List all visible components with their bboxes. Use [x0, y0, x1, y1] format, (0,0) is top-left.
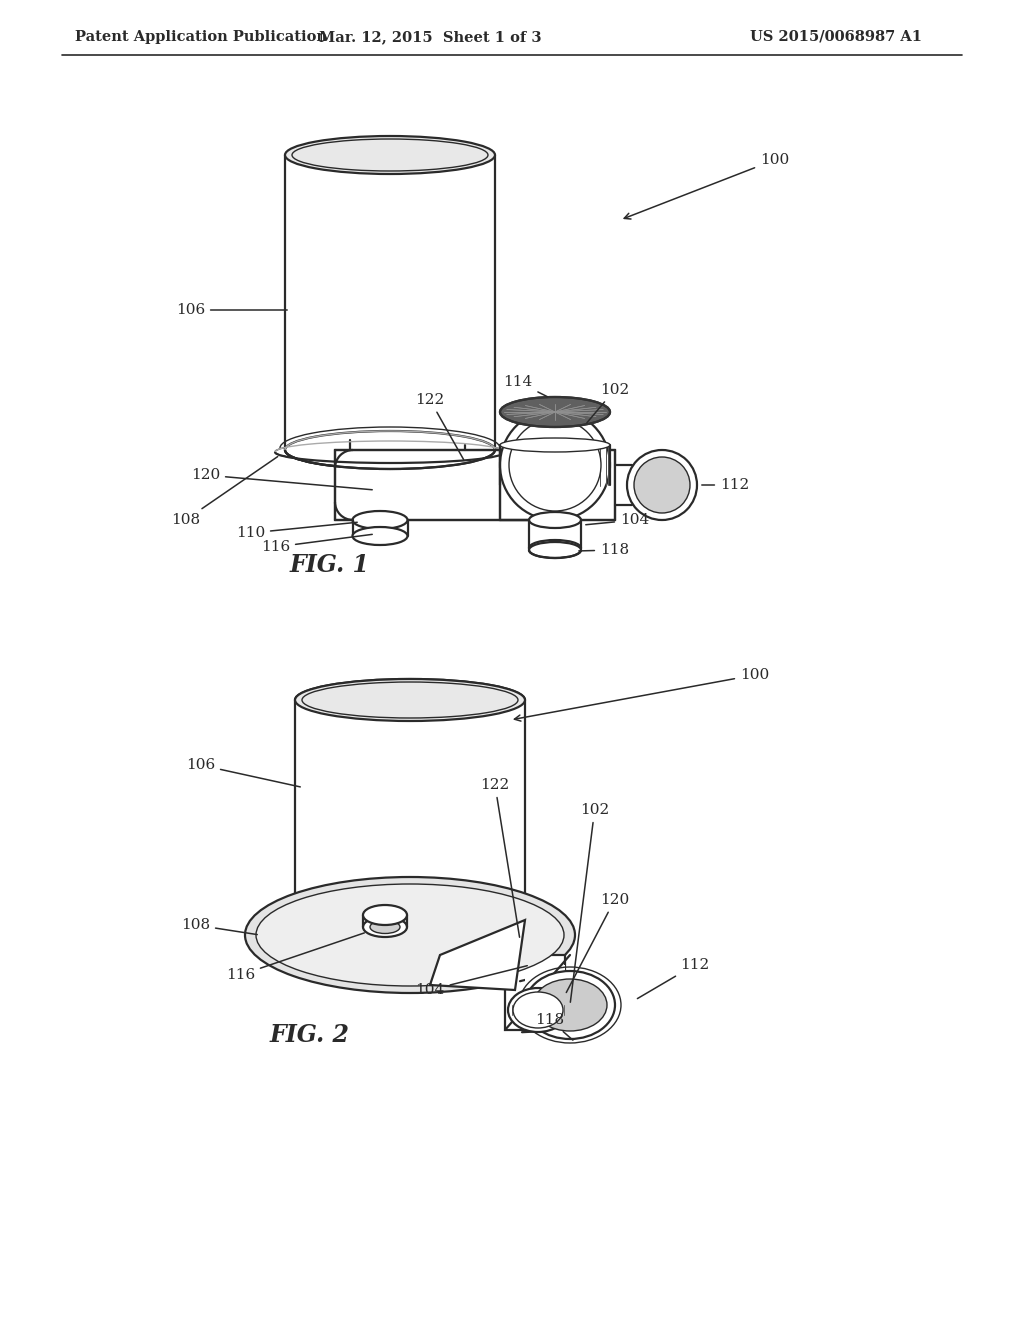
Text: FIG. 2: FIG. 2	[270, 1023, 350, 1047]
Text: 108: 108	[171, 457, 278, 527]
Text: 122: 122	[416, 393, 464, 459]
Text: 106: 106	[176, 304, 287, 317]
Ellipse shape	[295, 678, 525, 721]
Text: 102: 102	[587, 383, 630, 422]
Text: US 2015/0068987 A1: US 2015/0068987 A1	[750, 30, 922, 44]
Ellipse shape	[529, 543, 581, 558]
Bar	[335, 450, 560, 520]
Ellipse shape	[352, 511, 408, 529]
Text: 104: 104	[416, 966, 527, 997]
Polygon shape	[430, 920, 525, 990]
Text: 100: 100	[514, 668, 769, 721]
Text: 100: 100	[625, 153, 790, 219]
Text: 112: 112	[701, 478, 750, 492]
Ellipse shape	[275, 441, 505, 463]
Text: Mar. 12, 2015  Sheet 1 of 3: Mar. 12, 2015 Sheet 1 of 3	[318, 30, 542, 44]
Ellipse shape	[370, 920, 400, 933]
Bar	[295, 700, 525, 950]
Text: 116: 116	[225, 933, 365, 982]
Ellipse shape	[290, 939, 530, 962]
Text: 120: 120	[566, 894, 630, 993]
Bar	[500, 450, 615, 520]
Ellipse shape	[525, 972, 615, 1039]
Ellipse shape	[500, 411, 610, 520]
Ellipse shape	[529, 540, 581, 556]
Ellipse shape	[509, 418, 601, 511]
Ellipse shape	[508, 987, 568, 1032]
Ellipse shape	[285, 432, 495, 469]
Ellipse shape	[285, 136, 495, 174]
Bar	[525, 965, 565, 1005]
Text: 118: 118	[536, 1012, 572, 1040]
Text: 102: 102	[570, 803, 609, 1002]
Text: 120: 120	[190, 469, 373, 490]
Bar	[529, 520, 581, 548]
Ellipse shape	[256, 884, 564, 986]
Text: 106: 106	[185, 758, 300, 787]
Bar	[352, 520, 408, 536]
Ellipse shape	[627, 450, 697, 520]
Text: 116: 116	[261, 535, 373, 554]
Text: Patent Application Publication: Patent Application Publication	[75, 30, 327, 44]
Text: 110: 110	[236, 523, 357, 540]
Text: 118: 118	[579, 543, 629, 557]
Ellipse shape	[500, 438, 610, 451]
Text: 122: 122	[480, 777, 519, 937]
Ellipse shape	[352, 527, 408, 545]
Text: 114: 114	[504, 375, 548, 397]
Ellipse shape	[634, 457, 690, 513]
Ellipse shape	[245, 876, 575, 993]
Ellipse shape	[529, 512, 581, 528]
Ellipse shape	[534, 979, 607, 1031]
Text: 108: 108	[181, 917, 257, 935]
Text: FIG. 1: FIG. 1	[290, 553, 370, 577]
Text: 104: 104	[586, 513, 649, 527]
Ellipse shape	[513, 993, 563, 1028]
Ellipse shape	[362, 917, 407, 937]
Bar	[285, 154, 495, 450]
Bar	[615, 465, 632, 506]
Polygon shape	[505, 954, 565, 1030]
Ellipse shape	[280, 426, 500, 469]
Ellipse shape	[500, 397, 610, 426]
Text: 112: 112	[637, 958, 710, 999]
Ellipse shape	[362, 906, 407, 925]
